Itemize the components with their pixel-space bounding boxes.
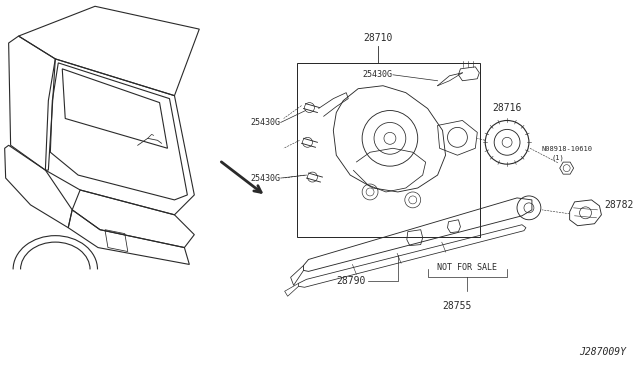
Text: 28782: 28782 bbox=[604, 200, 634, 210]
Text: N08918-10610: N08918-10610 bbox=[542, 146, 593, 152]
Text: NOT FOR SALE: NOT FOR SALE bbox=[437, 263, 497, 272]
Text: 28790: 28790 bbox=[337, 276, 366, 286]
Text: 25430G: 25430G bbox=[363, 70, 393, 79]
Text: 25430G: 25430G bbox=[251, 174, 281, 183]
Text: 28710: 28710 bbox=[364, 33, 393, 43]
Text: (1): (1) bbox=[552, 155, 564, 161]
Text: 28755: 28755 bbox=[443, 301, 472, 311]
Text: J287009Y: J287009Y bbox=[579, 347, 627, 357]
Text: 28716: 28716 bbox=[492, 103, 522, 112]
Text: 25430G: 25430G bbox=[251, 118, 281, 127]
